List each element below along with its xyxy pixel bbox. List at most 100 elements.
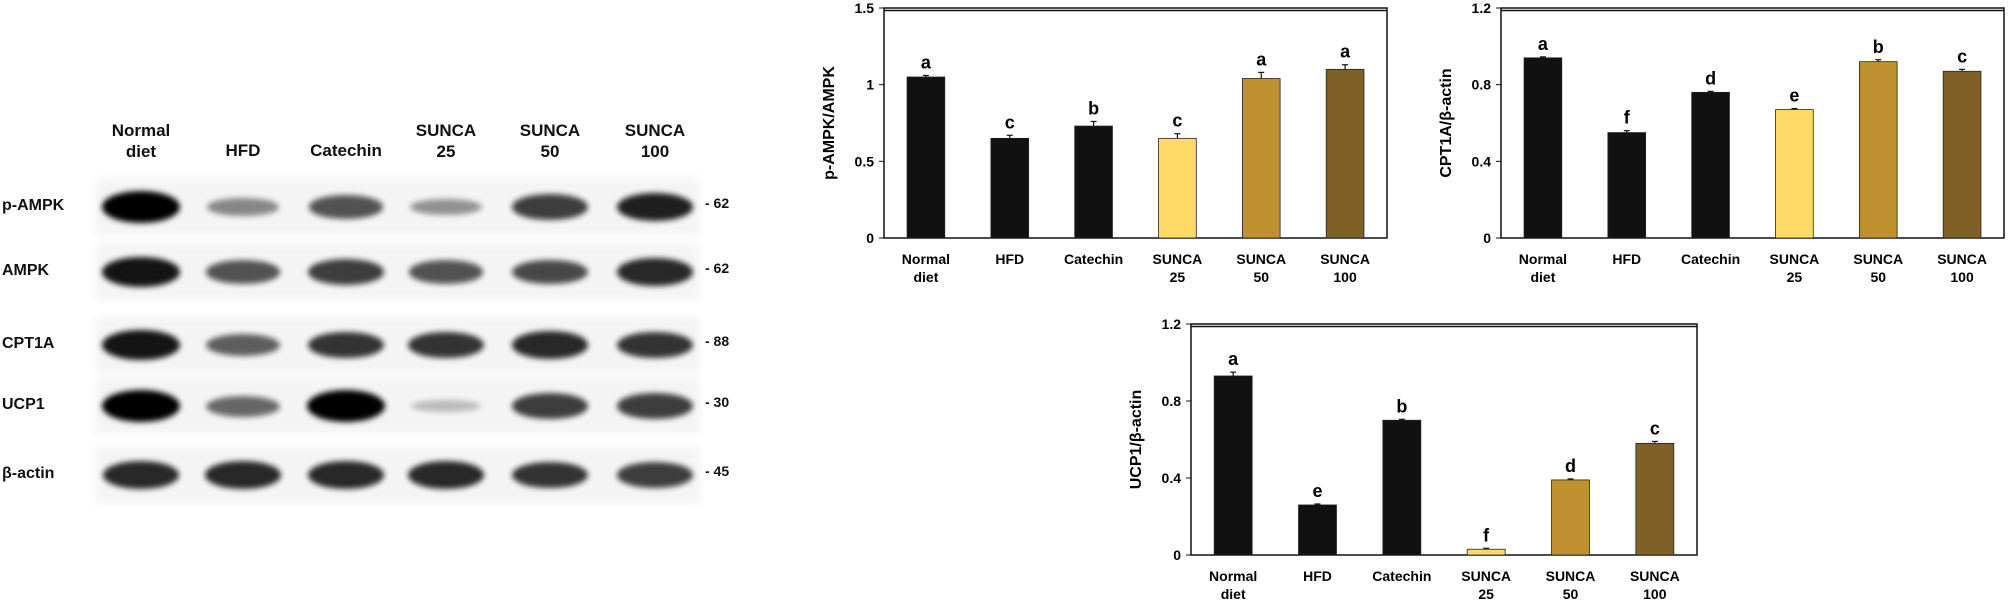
lane-label: HFD (225, 141, 261, 160)
bar (1523, 57, 1563, 239)
protein-band (512, 461, 588, 489)
protein-band (308, 259, 384, 285)
x-tick-label: Normal (902, 251, 950, 267)
x-tick-label-sub: 100 (1333, 269, 1357, 285)
bar (1942, 70, 1982, 239)
lane-label-sub: 50 (540, 142, 560, 161)
lane-label: Catechin (310, 141, 382, 160)
x-tick-label-sub: 25 (1478, 586, 1494, 600)
protein-band (410, 399, 482, 413)
significance-letter: e (1312, 481, 1322, 501)
bar (1158, 137, 1197, 239)
lane-label: SUNCA (519, 121, 581, 140)
lane-header: SUNCA 100 (605, 120, 705, 162)
plot-frame (883, 7, 1388, 239)
protein-band (407, 461, 485, 489)
protein-band (617, 393, 693, 419)
significance-letter: f (1483, 525, 1490, 545)
molecular-weight-marker: - 88 (705, 333, 730, 349)
x-tick-label-sub: 25 (1787, 269, 1803, 285)
y-tick-label: 0 (1173, 547, 1181, 563)
x-tick-label-sub: 100 (1950, 269, 1974, 285)
bar (1691, 91, 1730, 239)
protein-band (205, 333, 281, 357)
significance-letter: e (1789, 86, 1799, 106)
lane-header: Normal diet (91, 120, 191, 162)
protein-band (102, 461, 180, 489)
protein-band (205, 260, 281, 284)
y-tick-label: 0.4 (1472, 153, 1492, 169)
x-tick-label: SUNCA (1630, 568, 1680, 584)
protein-band (102, 191, 180, 223)
protein-band (206, 198, 280, 216)
protein-band (408, 331, 484, 359)
x-tick-label: SUNCA (1461, 568, 1511, 584)
significance-letter: a (1538, 34, 1549, 54)
blot-row-label: AMPK (2, 262, 50, 279)
significance-letter: c (1005, 112, 1015, 132)
significance-letter: c (1957, 46, 1967, 66)
x-tick-label: HFD (1303, 568, 1332, 584)
blot-membrane (95, 179, 700, 235)
blot-membrane (95, 447, 700, 503)
lane-header: SUNCA 25 (396, 120, 496, 162)
significance-letter: b (1088, 98, 1099, 118)
x-tick-label: HFD (1612, 251, 1641, 267)
significance-letter: a (1228, 349, 1239, 369)
molecular-weight-marker: - 30 (705, 394, 730, 410)
blot-row-label: UCP1 (2, 396, 45, 413)
bar (1298, 504, 1337, 556)
lane-label: SUNCA (415, 121, 477, 140)
x-tick-label-sub: 100 (1643, 586, 1667, 600)
x-tick-label: HFD (995, 251, 1024, 267)
bar (1607, 132, 1647, 239)
bar (1635, 442, 1675, 556)
bar (1325, 68, 1365, 239)
x-tick-label-sub: diet (1530, 269, 1555, 285)
significance-letter: c (1172, 111, 1182, 131)
significance-letter: d (1565, 456, 1576, 476)
blot-membrane (95, 244, 700, 300)
protein-band (204, 461, 282, 489)
x-tick-label: Catechin (1064, 251, 1123, 267)
protein-band (307, 461, 385, 489)
significance-letter: a (921, 52, 932, 72)
x-tick-label: SUNCA (1546, 568, 1596, 584)
x-tick-label: Catechin (1372, 568, 1431, 584)
chart-ucp1: 0 0.4 0.8 1.2 UCP1/β-actin a Normal diet e HFD b Ca… (1128, 316, 1698, 600)
y-tick-label: 1.5 (855, 0, 875, 16)
blot-membrane (95, 317, 700, 373)
protein-band (308, 195, 384, 219)
lane-label-sub: diet (125, 142, 157, 161)
protein-band (511, 331, 589, 359)
blot-row-label: p-AMPK (2, 197, 65, 214)
y-axis-label: CPT1A/β-actin (1438, 68, 1455, 177)
protein-band (616, 258, 694, 286)
bar (1382, 419, 1422, 556)
x-tick-label: Catechin (1681, 251, 1740, 267)
molecular-weight-marker: - 62 (705, 260, 730, 276)
protein-band (102, 390, 180, 422)
x-tick-label: SUNCA (1320, 251, 1370, 267)
y-axis-label: p-AMPK/AMPK (821, 66, 838, 180)
bar (1858, 61, 1898, 239)
protein-band (102, 330, 180, 360)
molecular-weight-marker: - 62 (705, 195, 730, 211)
y-tick-label: 1.2 (1162, 316, 1182, 332)
plot-frame (1500, 7, 2005, 239)
significance-letter: c (1650, 418, 1660, 438)
significance-letter: a (1256, 49, 1267, 69)
lane-label: SUNCA (624, 121, 686, 140)
x-tick-label: SUNCA (1236, 251, 1286, 267)
molecular-weight-marker: - 45 (705, 463, 730, 479)
lane-header: HFD (193, 140, 293, 161)
protein-band (308, 331, 384, 359)
protein-band (512, 194, 588, 220)
bar (906, 76, 946, 239)
bar (1074, 125, 1113, 239)
blot-row-label: CPT1A (2, 335, 55, 352)
x-tick-label: SUNCA (1853, 251, 1903, 267)
x-tick-label-sub: 50 (1563, 586, 1579, 600)
x-tick-label: Normal (1519, 251, 1567, 267)
bar (1213, 375, 1253, 556)
